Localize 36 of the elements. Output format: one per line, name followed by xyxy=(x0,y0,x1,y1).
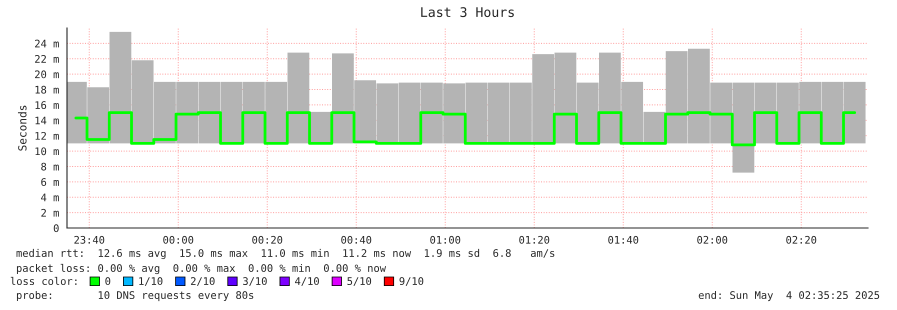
legend-label: 5/10 xyxy=(347,277,372,286)
y-tick-label: 4 m xyxy=(41,194,59,202)
x-tick-label: 02:20 xyxy=(786,236,816,244)
x-tick-label: 01:00 xyxy=(430,236,460,244)
legend-title: loss color: xyxy=(10,276,76,286)
y-tick-label: 6 m xyxy=(41,178,59,186)
legend-label: 0 xyxy=(105,277,110,286)
y-tick-label: 10 m xyxy=(36,147,59,156)
x-tick-label: 00:00 xyxy=(163,236,194,244)
text: end: Sun May 4 02:35:25 2025 xyxy=(698,290,880,302)
legend-label: 9/10 xyxy=(400,277,424,286)
y-tick-label: 2 m xyxy=(41,208,59,217)
y-tick-label: 0 xyxy=(54,224,59,232)
y-tick-label: 20 m xyxy=(35,70,59,78)
y-axis-title: Seconds xyxy=(18,106,27,151)
x-tick-label: 00:20 xyxy=(252,236,282,244)
y-tick-label: 18 m xyxy=(36,86,59,94)
y-tick-label: 24 m xyxy=(35,40,59,48)
legend-label: 2/10 xyxy=(190,277,215,286)
y-tick-label: 12 m xyxy=(36,132,59,140)
x-tick-label: 00:40 xyxy=(341,236,372,244)
legend-label: 3/10 xyxy=(243,277,267,286)
text: packet loss: 0.00 % avg 0.00 % max 0.00 % min 0.00 % now xyxy=(16,264,386,274)
y-tick-label: 16 m xyxy=(36,101,59,110)
text: probe: 10 DNS requests every 80s xyxy=(16,290,254,302)
x-tick-label: 02:00 xyxy=(697,236,728,244)
text: median rtt: 12.6 ms avg 15.0 ms max 11.0 ms min 11.2 ms now 1.9 ms sd 6.8 am/s xyxy=(16,248,554,260)
legend-label: 4/10 xyxy=(295,277,319,286)
legend-label: 1/10 xyxy=(139,277,162,286)
x-tick-label: 23:40 xyxy=(74,236,104,244)
y-tick-label: 8 m xyxy=(41,162,59,171)
x-tick-label: 01:40 xyxy=(608,236,638,244)
y-tick-label: 14 m xyxy=(36,116,59,124)
chart-title: Last 3 Hours xyxy=(421,7,514,18)
y-tick-label: 22 m xyxy=(35,55,59,63)
x-tick-label: 01:20 xyxy=(519,236,550,244)
